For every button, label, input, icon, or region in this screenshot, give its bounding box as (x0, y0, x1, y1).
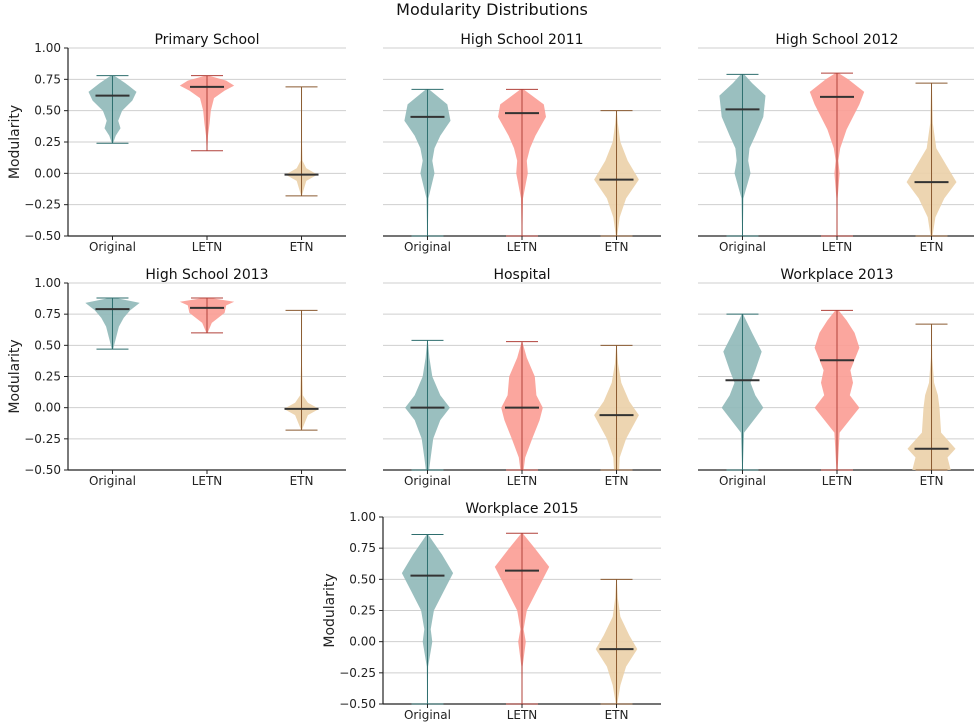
y-tick-label: 0.75 (349, 541, 376, 555)
x-tick-label: Original (404, 708, 451, 722)
figure-title: Modularity Distributions (396, 0, 588, 19)
violin-etn (283, 309, 320, 431)
violin-letn (494, 532, 550, 705)
x-tick-label: LETN (192, 474, 223, 488)
y-tick-label: 0.25 (349, 604, 376, 618)
violin-original (85, 297, 140, 350)
x-tick-label: Original (404, 240, 451, 254)
x-tick-label: ETN (920, 474, 944, 488)
y-tick-label: 0.50 (34, 338, 61, 352)
violin-etn (594, 110, 639, 237)
x-tick-label: LETN (192, 240, 223, 254)
violin-letn (179, 75, 235, 152)
panel-high-school-2013: 1.00 0.75 0.50 0.25 0.00 −0.25 −0.50 High Schoo… (7, 267, 346, 488)
y-tick-label: −0.25 (24, 198, 61, 212)
y-tick-label: −0.25 (24, 432, 61, 446)
violin-etn (907, 323, 956, 471)
x-tick-label: ETN (290, 240, 314, 254)
x-tick-label: LETN (507, 474, 538, 488)
y-tick-label: 0.75 (34, 307, 61, 321)
y-tick-label: 0.50 (349, 572, 376, 586)
panel-title: High School 2013 (145, 267, 268, 283)
y-tick-label: 0.00 (34, 401, 61, 415)
violin-letn (814, 309, 860, 471)
y-tick-label: −0.50 (24, 463, 61, 477)
violin-letn (501, 341, 543, 471)
panel-high-school-2011: High School 2011 Original LETN ETN (383, 32, 661, 254)
panel-workplace-2015: 1.00 0.75 0.50 0.25 0.00 −0.25 −0.50 Workplace … (322, 501, 661, 722)
panel-title: Primary School (154, 32, 259, 48)
panel-title: High School 2011 (460, 32, 583, 48)
x-tick-label: ETN (290, 474, 314, 488)
panel-title: Workplace 2013 (780, 267, 893, 283)
y-tick-label: 1.00 (34, 41, 61, 55)
panel-workplace-2013: Workplace 2013 Original LETN ETN (698, 267, 974, 488)
x-tick-label: ETN (605, 474, 629, 488)
violin-letn (809, 72, 865, 237)
y-tick-label: −0.50 (339, 697, 376, 711)
violin-etn (594, 344, 639, 471)
violin-etn (284, 86, 319, 197)
y-axis-title: Modularity (7, 105, 23, 179)
y-tick-label: −0.25 (339, 666, 376, 680)
panel-hospital: Hospital Original LETN ETN (383, 267, 661, 488)
panel-high-school-2012: High School 2012 Original LETN ETN (698, 32, 974, 254)
y-tick-label: 0.25 (34, 135, 61, 149)
panel-title: Hospital (493, 267, 550, 283)
y-tick-label: 0.50 (34, 104, 61, 118)
panel-title: High School 2012 (775, 32, 898, 48)
x-tick-label: ETN (920, 240, 944, 254)
y-tick-label: 1.00 (34, 276, 61, 290)
y-axis-title: Modularity (322, 573, 338, 647)
x-tick-label: LETN (822, 474, 853, 488)
y-tick-label: 0.75 (34, 72, 61, 86)
y-tick-label: 0.00 (349, 635, 376, 649)
x-tick-label: Original (404, 474, 451, 488)
y-axis-title: Modularity (7, 339, 23, 413)
y-tick-label: 1.00 (349, 510, 376, 524)
x-tick-label: LETN (822, 240, 853, 254)
x-tick-label: Original (89, 240, 136, 254)
y-tick-label: 0.25 (34, 370, 61, 384)
x-tick-label: Original (719, 474, 766, 488)
panel-title: Workplace 2015 (465, 501, 578, 517)
x-tick-label: LETN (507, 708, 538, 722)
violin-etn (906, 82, 957, 237)
y-tick-label: −0.50 (24, 229, 61, 243)
violin-letn (498, 88, 546, 237)
violin-original (404, 88, 451, 237)
x-tick-label: LETN (507, 240, 538, 254)
violin-original (401, 533, 454, 705)
violin-etn (595, 578, 638, 705)
x-tick-label: Original (89, 474, 136, 488)
panel-primary-school: 1.00 0.75 0.50 0.25 0.00 −0.25 −0.50 Primary Sc… (7, 32, 346, 254)
y-tick-label: 0.00 (34, 166, 61, 180)
x-tick-label: ETN (605, 240, 629, 254)
violin-original (405, 339, 450, 471)
violin-letn (179, 297, 235, 334)
x-tick-label: ETN (605, 708, 629, 722)
violin-original (88, 75, 137, 144)
violin-original (721, 313, 764, 471)
violin-original (719, 73, 766, 237)
x-tick-label: Original (719, 240, 766, 254)
